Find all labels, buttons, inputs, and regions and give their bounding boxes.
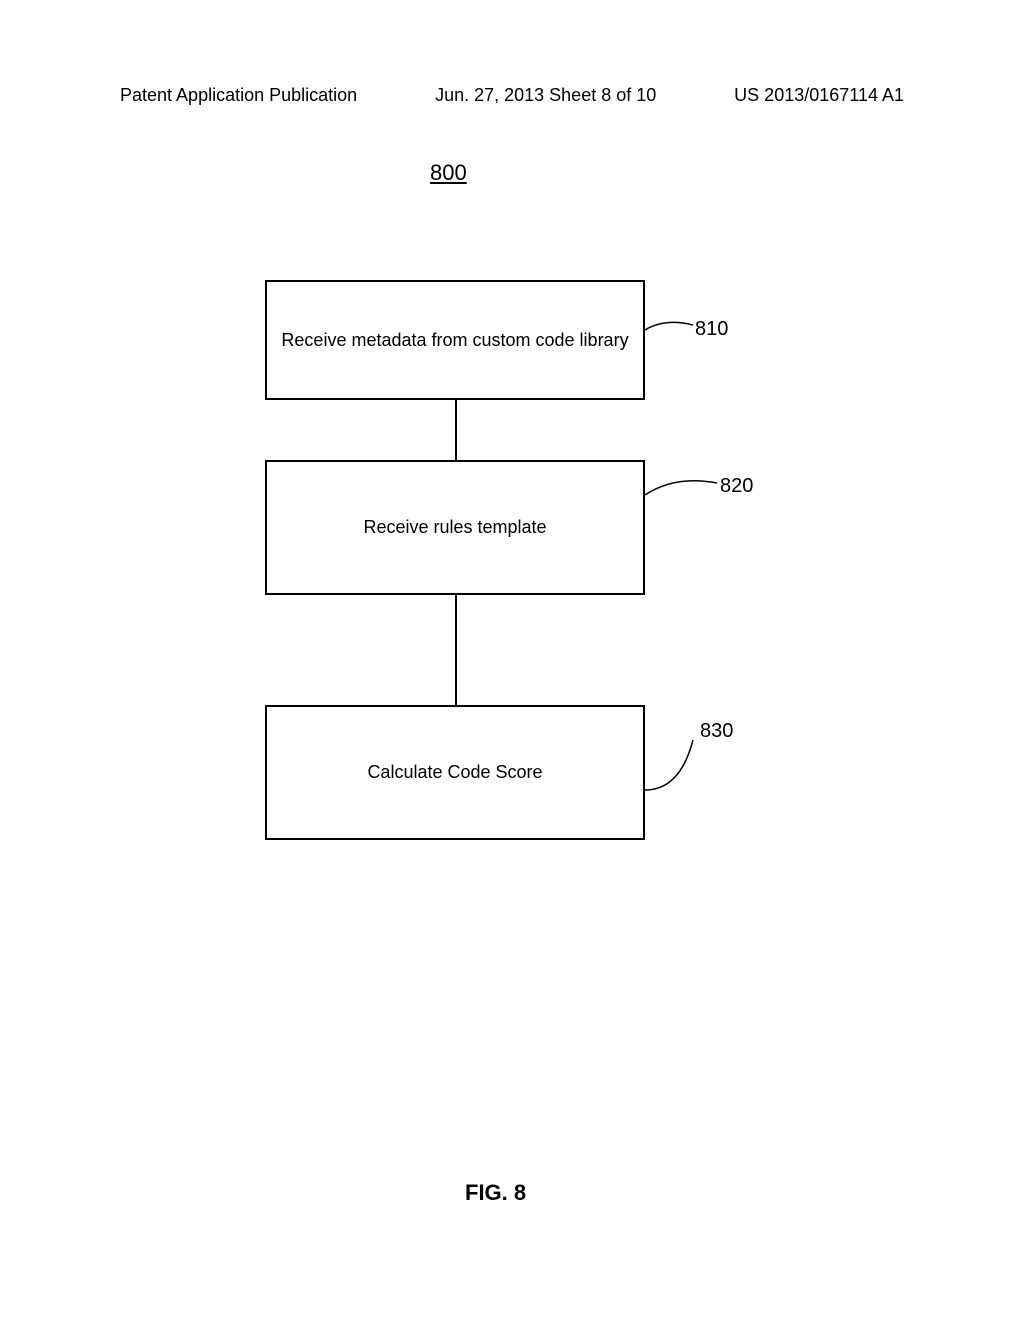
header-patent-number: US 2013/0167114 A1 xyxy=(734,85,904,106)
reference-numeral-810: 810 xyxy=(695,318,728,341)
node-text: Receive rules template xyxy=(363,517,546,538)
node-text: Receive metadata from custom code librar… xyxy=(281,330,628,351)
reference-numeral-820: 820 xyxy=(720,475,753,498)
flowchart-edge xyxy=(455,595,457,705)
flowchart-node-receive-rules: Receive rules template xyxy=(265,460,645,595)
figure-caption: FIG. 8 xyxy=(465,1180,526,1206)
flowchart-edge xyxy=(455,400,457,460)
header-publication-type: Patent Application Publication xyxy=(120,85,357,106)
page-header: Patent Application Publication Jun. 27, … xyxy=(0,85,1024,106)
reference-numeral-830: 830 xyxy=(700,720,733,743)
flowchart-node-receive-metadata: Receive metadata from custom code librar… xyxy=(265,280,645,400)
flowchart-diagram: Receive metadata from custom code librar… xyxy=(265,280,765,840)
flowchart-node-calculate-score: Calculate Code Score xyxy=(265,705,645,840)
figure-number: 800 xyxy=(430,160,467,186)
node-text: Calculate Code Score xyxy=(367,762,542,783)
header-date-sheet: Jun. 27, 2013 Sheet 8 of 10 xyxy=(435,85,656,106)
